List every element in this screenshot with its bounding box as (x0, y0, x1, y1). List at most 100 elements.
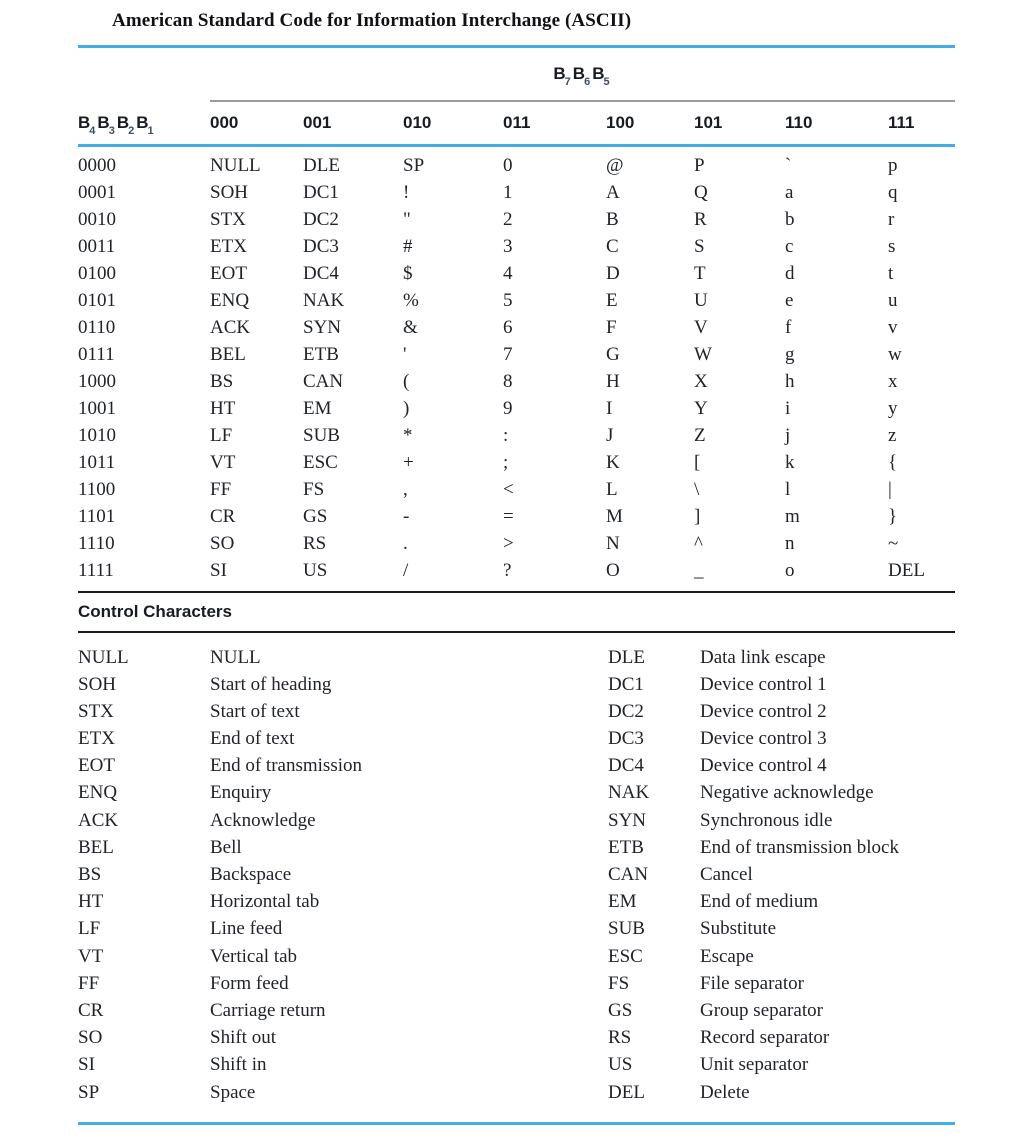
ascii-cell: S (694, 235, 705, 257)
control-code: FS (608, 972, 630, 994)
ascii-code-table: B4 B3 B2 B1 000 001 010 011 100 101 110 111 0000 NU… (78, 102, 955, 587)
control-code: STX (78, 700, 114, 722)
control-meaning: Delete (700, 1081, 750, 1103)
control-code: DC4 (608, 755, 644, 777)
control-character-row: ETX End of text (78, 725, 608, 752)
ascii-cell: 2 (503, 208, 513, 230)
row-bits-cell: 1110 (78, 532, 115, 554)
ascii-cell: ENQ (210, 289, 250, 311)
control-code: EOT (78, 755, 115, 777)
ascii-cell: I (606, 397, 613, 419)
column-header: 100 (606, 102, 694, 147)
control-meaning: Vertical tab (210, 945, 298, 967)
group-header-row: B7 B6 B5 (210, 48, 955, 100)
ascii-cell: f (785, 316, 792, 338)
row-bits-header: B4 B3 B2 B1 (78, 102, 210, 147)
ascii-cell: 7 (503, 343, 513, 365)
control-meaning: Escape (700, 945, 754, 967)
control-meaning: End of medium (700, 891, 819, 913)
control-code: NULL (78, 646, 129, 668)
control-character-row: ACK Acknowledge (78, 807, 608, 834)
control-code: RS (608, 1027, 632, 1049)
control-code: VT (78, 945, 104, 967)
ascii-cell: L (606, 478, 618, 500)
control-meaning: Enquiry (210, 782, 272, 804)
ascii-cell: T (694, 262, 706, 284)
ascii-cell: ! (403, 181, 410, 203)
ascii-cell: HT (210, 397, 236, 419)
ascii-cell: RS (303, 532, 327, 554)
control-meaning: End of transmission block (700, 836, 899, 858)
column-header: 010 (403, 102, 503, 147)
row-bits-cell: 1001 (78, 397, 116, 419)
ascii-cell: GS (303, 505, 328, 527)
control-character-row: US Unit separator (608, 1051, 955, 1078)
ascii-cell: v (888, 316, 898, 338)
control-character-row: BEL Bell (78, 834, 608, 861)
row-bits-cell: 0001 (78, 181, 116, 203)
ascii-cell: SI (210, 559, 227, 581)
ascii-cell: FS (303, 478, 325, 500)
control-character-row: DLE Data link escape (608, 644, 955, 671)
ascii-cell: < (503, 478, 514, 500)
control-code: ENQ (78, 782, 118, 804)
ascii-cell: } (888, 505, 898, 527)
ascii-cell: CAN (303, 370, 344, 392)
ascii-cell: W (694, 343, 712, 365)
ascii-cell: LF (210, 424, 233, 446)
control-character-row: ETB End of transmission block (608, 834, 955, 861)
ascii-cell: ETX (210, 235, 247, 257)
ascii-cell: Q (694, 181, 708, 203)
control-characters-list: NULL NULL SOH Start of heading STX Start of t… (78, 644, 955, 1106)
control-code: ESC (608, 945, 643, 967)
ascii-cell: ? (503, 559, 512, 581)
ascii-cell: \ (694, 478, 700, 500)
control-meaning: File separator (700, 972, 804, 994)
control-meaning: Data link escape (700, 646, 826, 668)
control-meaning: Space (210, 1081, 256, 1103)
ascii-cell: 0 (503, 154, 513, 176)
control-code: US (608, 1054, 633, 1076)
control-meaning: Start of text (210, 700, 300, 722)
ascii-cell: = (503, 505, 514, 527)
ascii-table-row: 0000 NULL DLE SP 0 @ P ` p (78, 145, 955, 179)
ascii-cell: d (785, 262, 795, 284)
ascii-cell: BS (210, 370, 234, 392)
control-character-row: HT Horizontal tab (78, 888, 608, 915)
row-bits-label: B4 B3 B2 B1 (78, 112, 154, 137)
ascii-cell: h (785, 370, 795, 392)
ascii-cell: DEL (888, 559, 925, 581)
control-code: FF (78, 972, 100, 994)
ascii-cell: DLE (303, 154, 340, 176)
ascii-cell: 8 (503, 370, 513, 392)
ascii-cell: DC3 (303, 235, 339, 257)
control-character-row: EOT End of transmission (78, 752, 608, 779)
control-list-left-column: NULL NULL SOH Start of heading STX Start of t… (78, 644, 608, 1106)
ascii-cell: a (785, 181, 794, 203)
control-meaning: NULL (210, 646, 261, 668)
control-character-row: FS File separator (608, 970, 955, 997)
ascii-cell: X (694, 370, 708, 392)
control-character-row: NAK Negative acknowledge (608, 779, 955, 806)
ascii-cell: q (888, 181, 898, 203)
ascii-cell: SUB (303, 424, 340, 446)
ascii-cell: B (606, 208, 619, 230)
ascii-cell: g (785, 343, 795, 365)
control-meaning: Negative acknowledge (700, 782, 874, 804)
ascii-cell: % (403, 289, 419, 311)
control-meaning: Cancel (700, 864, 753, 885)
ascii-cell: k (785, 451, 795, 473)
ascii-cell: r (888, 208, 895, 230)
ascii-cell: 1 (503, 181, 513, 203)
ascii-cell: * (403, 424, 413, 446)
ascii-cell: m (785, 505, 800, 527)
ascii-cell: # (403, 235, 413, 257)
row-bits-cell: 1000 (78, 370, 116, 392)
control-meaning: Shift out (210, 1027, 276, 1049)
row-bits-cell: 1010 (78, 424, 116, 446)
ascii-cell: [ (694, 451, 701, 473)
ascii-cell: U (694, 289, 708, 311)
